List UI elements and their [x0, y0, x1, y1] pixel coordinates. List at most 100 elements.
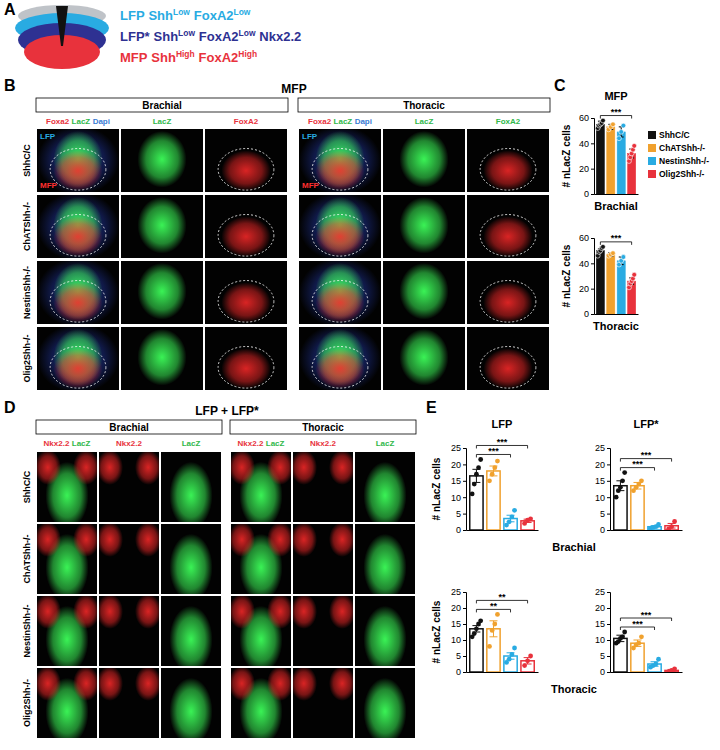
- x-axis-line: [611, 530, 683, 531]
- label-part: LacZ: [182, 439, 201, 448]
- error-bar: [472, 469, 480, 482]
- micrograph: [229, 450, 294, 529]
- stain: [137, 197, 186, 254]
- outline: [218, 215, 274, 257]
- label: MFPShhHighFoxA2High: [120, 49, 257, 65]
- data-point: [639, 634, 644, 639]
- y-tick-label: 15: [595, 619, 605, 629]
- micrograph: [205, 327, 287, 390]
- chart: 0204060***Thoracic# nLacZ cells: [561, 233, 639, 332]
- stain: [53, 216, 102, 256]
- stain: [53, 282, 102, 322]
- label: FoxA2: [234, 117, 259, 126]
- label-part: Shh: [151, 50, 176, 65]
- region-title: Thoracic: [302, 422, 344, 433]
- stain: [229, 522, 255, 557]
- y-tick-label: 25: [595, 443, 605, 453]
- y-tick-mark: [463, 672, 466, 673]
- stain: [483, 282, 532, 322]
- micrograph: [35, 522, 100, 601]
- y-tick-label: 5: [600, 651, 605, 661]
- marks: [595, 118, 636, 194]
- micrograph-ground: [205, 261, 287, 324]
- data-point: [618, 485, 623, 490]
- y-tick: 20: [595, 603, 610, 613]
- y-tick-label: 10: [451, 493, 461, 503]
- error-bar: [619, 127, 624, 137]
- micrograph: [355, 668, 415, 745]
- label: Nkx2.2LacZ: [44, 439, 91, 448]
- panel-title: LFP + LFP*: [195, 404, 259, 418]
- data-point: [522, 663, 527, 668]
- stain: [363, 678, 406, 745]
- stain: [73, 666, 99, 701]
- data-point: [478, 457, 483, 462]
- y-tick-label: 10: [595, 635, 605, 645]
- label-part: LacZ: [376, 439, 395, 448]
- label: Foxa2LacZDapi: [46, 117, 110, 126]
- significance-label: ***: [632, 459, 643, 469]
- micrograph: [161, 596, 221, 673]
- data-point: [509, 514, 514, 519]
- significance-label: ***: [641, 610, 652, 620]
- y-tick-label: 20: [595, 460, 605, 470]
- y-tick-mark: [607, 672, 610, 673]
- stain: [37, 324, 119, 393]
- x-axis: [467, 672, 539, 673]
- micrograph-ground: [205, 327, 287, 390]
- panel-label: C: [554, 77, 566, 94]
- superscript: High: [238, 49, 257, 59]
- y-tick-label: 15: [451, 619, 461, 629]
- label-part: Foxa2: [46, 117, 70, 126]
- stain: [363, 462, 406, 529]
- marks: [470, 457, 534, 530]
- y-tick: 5: [456, 651, 466, 661]
- data-point: [509, 652, 514, 657]
- label: LFP*ShhLowFoxA2LowNkx2.2: [120, 28, 301, 44]
- micrograph: LFPMFP: [37, 126, 119, 195]
- data-point: [474, 472, 479, 477]
- micrograph: [97, 666, 162, 738]
- stain: [399, 263, 448, 320]
- data-point: [622, 470, 627, 475]
- label-part: Dapi: [355, 117, 372, 126]
- region-box: [36, 98, 288, 112]
- y-tick-mark: [463, 656, 466, 657]
- label: LacZ: [415, 117, 434, 126]
- micrograph: [97, 594, 162, 666]
- label-part: MFP: [120, 50, 148, 65]
- row-label: ChATShh-/-: [22, 535, 32, 584]
- x-axis-line: [467, 672, 539, 673]
- label-part: Nkx2.2: [44, 439, 70, 448]
- data-point: [601, 118, 606, 123]
- y-tick-label: 40: [579, 139, 589, 149]
- y-tick-label: 20: [595, 603, 605, 613]
- bar: [628, 281, 636, 314]
- y-tick-mark: [607, 464, 610, 465]
- micrograph: [229, 666, 294, 745]
- chart: 0510152025******LFP*: [595, 418, 683, 535]
- stain: [291, 594, 317, 629]
- stain: [135, 594, 161, 629]
- y-tick-mark: [463, 624, 466, 625]
- stain: [363, 606, 406, 673]
- stain: [135, 522, 161, 557]
- data-point: [611, 122, 616, 127]
- micrograph: [355, 524, 415, 601]
- chart: 0510152025****Thoracic# nLacZ cells: [431, 587, 597, 695]
- y-tick-mark: [607, 608, 610, 609]
- y-tick-label: 5: [456, 651, 461, 661]
- stain: [37, 126, 119, 195]
- micrograph: [37, 258, 119, 327]
- y-axis-line: [463, 449, 467, 531]
- label-part: FoxA2: [234, 117, 259, 126]
- legend-swatch: [648, 157, 656, 165]
- y-tick-label: 60: [579, 233, 589, 243]
- outline: [50, 281, 106, 323]
- stain: [299, 324, 381, 393]
- y-tick-mark: [607, 624, 610, 625]
- significance-label: ***: [497, 437, 508, 447]
- outline: [50, 347, 106, 389]
- y-tick: 10: [451, 493, 466, 503]
- data-point: [672, 666, 677, 671]
